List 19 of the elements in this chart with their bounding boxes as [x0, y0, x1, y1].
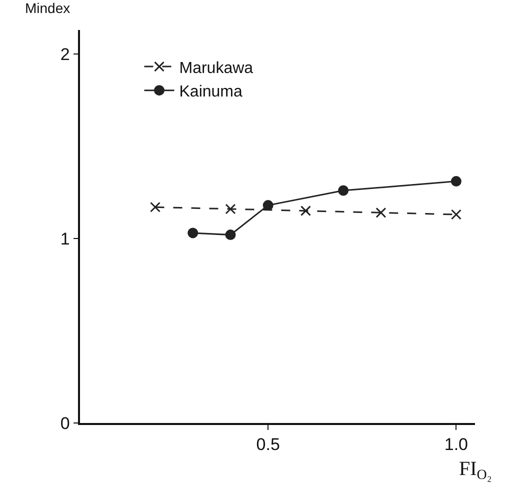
x-tick-label: 0.5 — [256, 435, 280, 454]
point — [300, 206, 311, 216]
x-axis-title: FI$_{O₂}$ — [459, 458, 492, 484]
legend-label: Marukawa — [179, 60, 254, 77]
y-tick-label: 0 — [60, 414, 70, 433]
point — [450, 176, 462, 187]
point — [150, 202, 160, 212]
x-tick-label: 1.0 — [444, 435, 468, 454]
point — [262, 200, 274, 211]
point — [338, 185, 349, 196]
y-tick-label: 2 — [60, 44, 70, 64]
point — [188, 228, 198, 238]
legend-label: Kainuma — [179, 84, 242, 101]
point — [225, 230, 236, 240]
point — [225, 204, 236, 214]
y-axis-title: Mindex — [25, 0, 70, 16]
point — [376, 207, 386, 218]
y-tick-label: 1 — [60, 229, 70, 248]
point — [450, 209, 462, 220]
